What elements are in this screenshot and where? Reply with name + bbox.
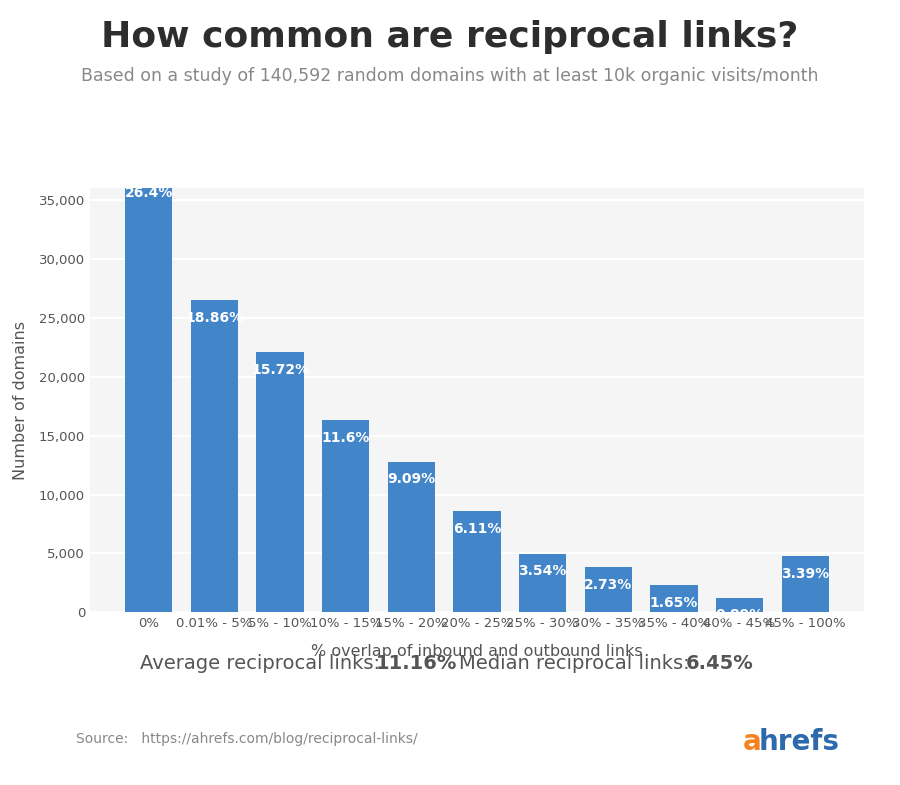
Bar	[519, 553, 566, 612]
Bar	[781, 556, 829, 612]
Text: 6.45%: 6.45%	[686, 654, 753, 673]
Text: 11.16%: 11.16%	[376, 654, 457, 673]
Text: 9.09%: 9.09%	[387, 473, 436, 487]
Bar	[454, 511, 500, 612]
Text: a: a	[742, 728, 761, 756]
Y-axis label: Number of domains: Number of domains	[13, 321, 28, 480]
Bar	[388, 462, 435, 612]
Text: Based on a study of 140,592 random domains with at least 10k organic visits/mont: Based on a study of 140,592 random domai…	[81, 67, 819, 85]
Text: How common are reciprocal links?: How common are reciprocal links?	[102, 20, 798, 53]
Text: 0.89%: 0.89%	[716, 608, 764, 623]
Bar	[125, 175, 173, 612]
Text: 6.11%: 6.11%	[453, 522, 501, 535]
X-axis label: % overlap of inbound and outbound links: % overlap of inbound and outbound links	[311, 644, 643, 659]
Bar	[716, 597, 763, 612]
Text: 15.72%: 15.72%	[251, 363, 309, 377]
Bar	[191, 300, 238, 612]
Bar	[585, 567, 632, 612]
Text: 1.65%: 1.65%	[650, 596, 698, 610]
Text: 11.6%: 11.6%	[321, 431, 370, 445]
Text: Average reciprocal links:: Average reciprocal links:	[140, 654, 392, 673]
Bar	[651, 585, 698, 612]
Text: Source:   https://ahrefs.com/blog/reciprocal-links/: Source: https://ahrefs.com/blog/reciproc…	[76, 732, 418, 747]
Text: hrefs: hrefs	[759, 728, 840, 756]
Text: 18.86%: 18.86%	[185, 311, 244, 325]
Text: 2.73%: 2.73%	[584, 578, 633, 592]
Text: 3.39%: 3.39%	[781, 567, 829, 581]
Bar	[256, 352, 303, 612]
Text: 3.54%: 3.54%	[518, 564, 567, 579]
Bar	[322, 420, 369, 612]
Text: 26.4%: 26.4%	[124, 186, 173, 200]
Text: Median reciprocal links:: Median reciprocal links:	[459, 654, 702, 673]
